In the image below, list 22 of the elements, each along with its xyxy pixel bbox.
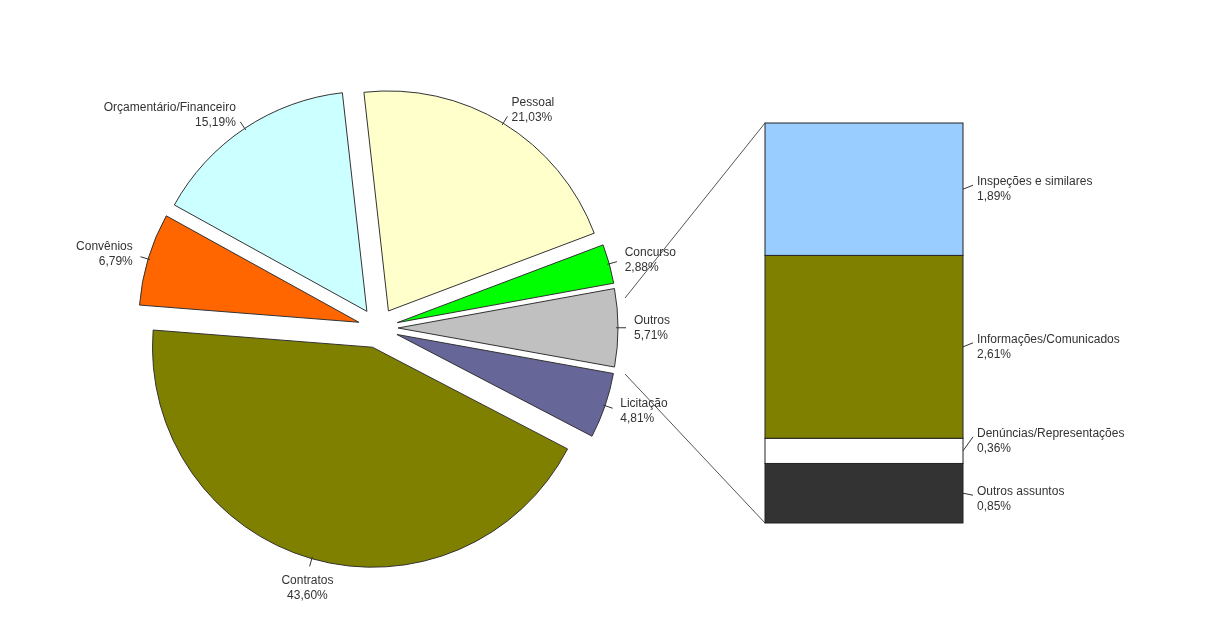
slice-label: Outros (634, 312, 671, 327)
data-label: 21,03% (511, 109, 553, 124)
series-label: Inspeções e similares (977, 174, 1093, 189)
data-label: 2,61% (977, 346, 1012, 361)
data-label: 5,71% (634, 327, 669, 342)
data-label: 43,60% (287, 588, 329, 603)
slice-label: Convênios (76, 239, 133, 254)
slice-label: Orçamentário/Financeiro (103, 100, 237, 115)
data-label: 2,88% (624, 259, 660, 274)
data-label: 4,81% (620, 410, 655, 425)
series-label: Informações/Comunicados (977, 331, 1120, 346)
data-label: 0,36% (977, 440, 1012, 455)
series-label: Denúncias/Representações (977, 425, 1125, 440)
slice-label: Concurso (624, 244, 677, 259)
slice-label: Pessoal (511, 94, 555, 109)
data-label: 1,89% (977, 189, 1012, 204)
data-label: 15,19% (195, 115, 237, 130)
slice-label: Licitação (620, 395, 668, 410)
data-label: 6,79% (98, 254, 134, 269)
slice-label: Contratos (281, 573, 334, 588)
data-label: 0,85% (977, 499, 1012, 514)
series-label: Outros assuntos (977, 484, 1065, 499)
